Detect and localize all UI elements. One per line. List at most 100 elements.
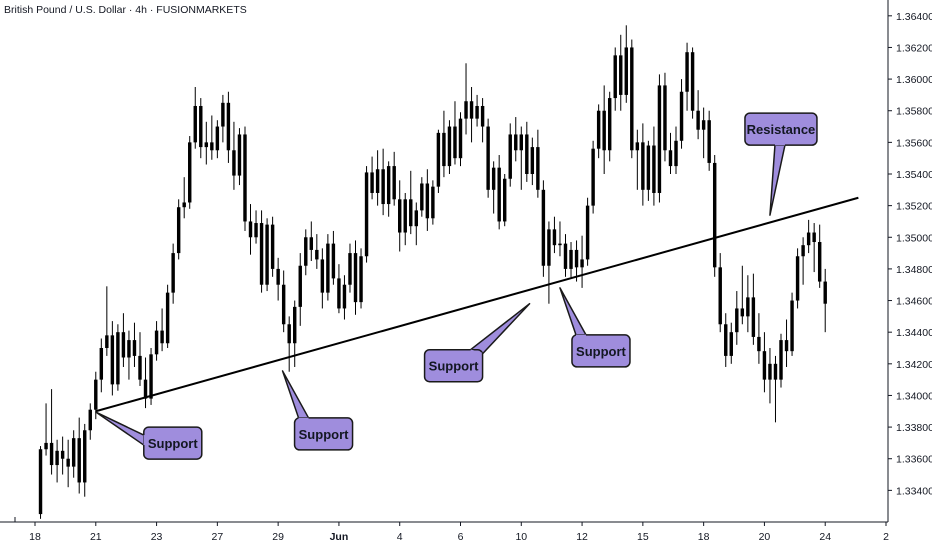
candle: [49, 389, 54, 475]
candle: [563, 234, 568, 277]
candle: [315, 234, 319, 269]
candle: [364, 166, 369, 263]
candle: [458, 112, 463, 167]
candle: [790, 292, 794, 356]
time-axis[interactable]: 18 21 23 27 29 Jun 4 6 10 12 15 18 20 24 2: [0, 517, 889, 543]
candle: [768, 348, 772, 404]
candle: [298, 253, 302, 326]
candle-body: [712, 162, 717, 268]
candle-body: [77, 438, 81, 483]
candle-body: [160, 330, 164, 344]
candle-body: [116, 332, 120, 385]
candle: [116, 324, 120, 391]
candle: [204, 121, 209, 165]
candle: [740, 265, 745, 325]
time-tick-label: 10: [515, 531, 527, 543]
trendline-layer: [95, 196, 859, 413]
candle-body: [563, 243, 568, 269]
candle-body: [475, 105, 479, 119]
candle-body: [491, 167, 496, 190]
candle-body: [60, 450, 65, 459]
time-tick-label: 12: [576, 531, 588, 543]
candle-body: [784, 340, 789, 352]
candle: [138, 332, 142, 386]
candle: [309, 221, 314, 261]
candle: [132, 322, 137, 367]
candle-body: [44, 442, 48, 450]
candle: [398, 180, 402, 252]
candle: [574, 240, 579, 282]
time-tick-label: 18: [29, 531, 41, 543]
chart-title: British Pound / U.S. Dollar · 4h · FUSIO…: [4, 4, 247, 16]
candle: [679, 79, 684, 149]
candle-body: [453, 126, 457, 159]
candle: [514, 117, 518, 162]
candle-body: [215, 126, 220, 151]
candle-body: [132, 340, 137, 356]
candle: [414, 202, 419, 246]
candle-body: [49, 442, 54, 466]
callout-support: Support: [423, 302, 531, 383]
candle: [221, 94, 225, 143]
candle-body: [502, 178, 507, 222]
candle-body: [270, 224, 275, 269]
price-tick-label: 1.36200: [896, 42, 932, 54]
candle-body: [436, 132, 441, 187]
callout-label: Support: [148, 436, 198, 451]
candle-body: [121, 332, 126, 358]
candle-body: [254, 223, 258, 238]
candlestick-series: [38, 25, 827, 519]
candle: [801, 237, 805, 285]
candle-body: [243, 134, 247, 222]
candle: [99, 338, 104, 393]
candle: [491, 161, 496, 214]
time-tick-label: 21: [90, 531, 102, 543]
candle-body: [635, 142, 640, 151]
time-tick-label: 23: [151, 531, 163, 543]
candle: [77, 417, 81, 494]
candle: [486, 118, 490, 198]
candle: [232, 121, 236, 190]
candle: [409, 170, 413, 235]
callout-support: Support: [95, 411, 203, 460]
candle-body: [176, 207, 181, 254]
candle: [596, 104, 601, 159]
candle: [773, 355, 778, 423]
candle: [226, 91, 231, 163]
candle: [580, 235, 584, 288]
candle: [71, 430, 76, 478]
candle-body: [370, 172, 374, 193]
candle-body: [602, 110, 606, 151]
time-tick-label: 15: [637, 531, 649, 543]
candle-body: [696, 110, 700, 130]
candle-body: [143, 379, 148, 399]
price-tick-label: 1.35200: [896, 201, 932, 213]
candle-body: [398, 199, 402, 233]
candle: [475, 94, 479, 127]
candle-body: [154, 330, 159, 355]
candle-body: [420, 183, 424, 211]
candle-body: [293, 306, 297, 344]
candle-body: [359, 256, 363, 303]
candle: [779, 333, 783, 388]
price-axis[interactable]: 1.33400 1.33600 1.33800 1.34000 1.34200 1.344…: [887, 0, 932, 522]
candle: [254, 210, 258, 244]
candle: [558, 221, 562, 257]
candle: [712, 155, 717, 277]
candle-body: [309, 237, 314, 250]
candle-body: [331, 243, 336, 279]
candle-body: [519, 134, 523, 151]
candle: [265, 218, 269, 292]
candle-body: [287, 324, 291, 344]
candle-body: [447, 126, 452, 167]
candle-body: [204, 142, 209, 148]
candle-body: [381, 169, 385, 205]
price-tick-label: 1.34200: [896, 359, 932, 371]
candle: [287, 316, 291, 372]
candle-body: [607, 98, 612, 151]
candle: [817, 224, 822, 288]
price-tick-label: 1.36400: [896, 11, 932, 23]
candle: [508, 123, 512, 187]
candle: [674, 126, 678, 174]
